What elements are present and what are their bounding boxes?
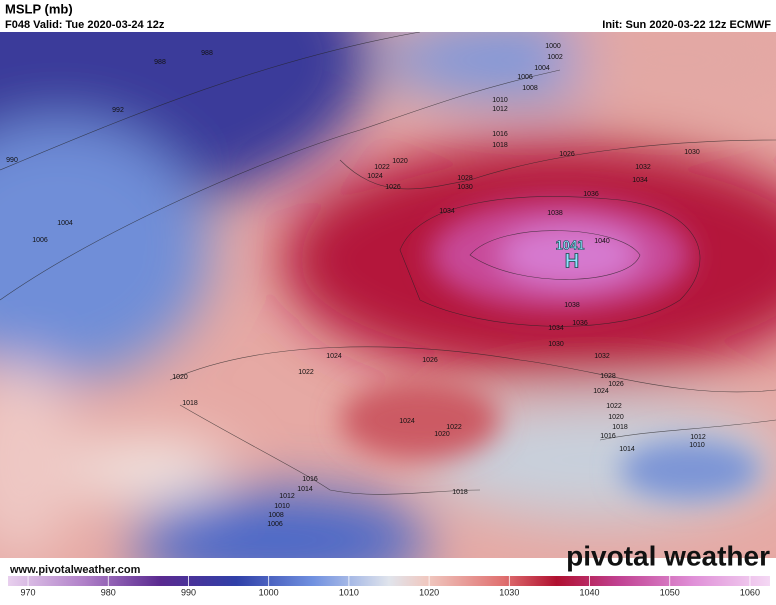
isobar-label: 1028: [457, 175, 473, 182]
colorbar-tick-label: 970: [21, 587, 36, 597]
isobar-label: 1022: [298, 369, 314, 376]
isobar-label: 1016: [492, 131, 508, 138]
isobar-label: 1022: [374, 164, 390, 171]
isobar-label: 1014: [297, 486, 313, 493]
website: www.pivotalweather.com: [9, 564, 141, 576]
colorbar-tick-label: 1020: [419, 587, 439, 597]
high-value: 1041: [556, 237, 585, 252]
isobar-label: 1018: [452, 489, 468, 496]
isobar-label: 1034: [439, 208, 455, 215]
isobar-label: 1028: [600, 373, 616, 380]
isobar-label: 1018: [182, 400, 198, 407]
isobar-label: 1006: [517, 74, 533, 81]
colorbar: [8, 576, 770, 586]
isobar-label: 1010: [274, 503, 290, 510]
isobar-label: 1018: [612, 424, 628, 431]
isobar-label: 1030: [548, 341, 564, 348]
isobar-label: 1026: [559, 151, 575, 158]
isobar-label: 988: [154, 59, 166, 66]
isobar-label: 992: [112, 107, 124, 114]
high-marker: H: [565, 250, 579, 272]
isobar-label: 1022: [446, 424, 462, 431]
colorbar-tick-label: 980: [101, 587, 116, 597]
isobar-label: 1038: [564, 302, 580, 309]
isobar-label: 990: [6, 157, 18, 164]
isobar-label: 1030: [684, 149, 700, 156]
isobar-label: 1004: [534, 65, 550, 72]
isobar-label: 1016: [302, 476, 318, 483]
valid-time: F048 Valid: Tue 2020-03-24 12z: [5, 19, 165, 31]
colorbar-tick-label: 1030: [499, 587, 519, 597]
map-field: [0, 32, 776, 558]
isobar-label: 1018: [492, 142, 508, 149]
isobar-label: 1020: [392, 158, 408, 165]
colorbar-tick-label: 1050: [660, 587, 680, 597]
isobar-label: 1024: [593, 388, 609, 395]
isobar-label: 1020: [172, 374, 188, 381]
isobar-label: 1012: [279, 493, 295, 500]
isobar-label: 1030: [457, 184, 473, 191]
isobar-label: 988: [201, 50, 213, 57]
isobar-label: 1000: [545, 43, 561, 50]
colorbar-tick-label: 1010: [339, 587, 359, 597]
isobar-label: 1036: [572, 320, 588, 327]
isobar-label: 1034: [548, 325, 564, 332]
isobar-label: 1034: [632, 177, 648, 184]
isobar-label: 1024: [367, 173, 383, 180]
isobar-label: 1032: [594, 353, 610, 360]
isobar-label: 1014: [619, 446, 635, 453]
colorbar-tick-label: 1000: [259, 587, 279, 597]
init-time: Init: Sun 2020-03-22 12z ECMWF: [602, 19, 771, 31]
isobar-label: 1012: [690, 434, 706, 441]
isobar-label: 1004: [57, 220, 73, 227]
isobar-label: 1026: [422, 357, 438, 364]
isobar-label: 1022: [606, 403, 622, 410]
isobar-label: 1020: [608, 414, 624, 421]
isobar-label: 1012: [492, 106, 508, 113]
isobar-label: 1040: [594, 238, 610, 245]
isobar-label: 1010: [689, 442, 705, 449]
isobar-label: 1036: [583, 191, 599, 198]
isobar-label: 1002: [547, 54, 563, 61]
isobar-label: 1008: [268, 512, 284, 519]
isobar-label: 1020: [434, 431, 450, 438]
isobar-label: 1016: [600, 433, 616, 440]
isobar-label: 1010: [492, 97, 508, 104]
colorbar-tick-label: 1040: [580, 587, 600, 597]
isobar-label: 1026: [385, 184, 401, 191]
isobar-label: 1032: [635, 164, 651, 171]
isobar-label: 1038: [547, 210, 563, 217]
logo: pivotal weather: [566, 540, 770, 571]
isobar-label: 1026: [608, 381, 624, 388]
isobar-label: 1024: [326, 353, 342, 360]
isobar-label: 1024: [399, 418, 415, 425]
isobar-label: 1006: [32, 237, 48, 244]
isobar-label: 1008: [522, 85, 538, 92]
isobar-label: 1006: [267, 521, 283, 528]
colorbar-tick-label: 990: [181, 587, 196, 597]
colorbar-tick-label: 1060: [740, 587, 760, 597]
map-title: MSLP (mb): [5, 1, 73, 16]
